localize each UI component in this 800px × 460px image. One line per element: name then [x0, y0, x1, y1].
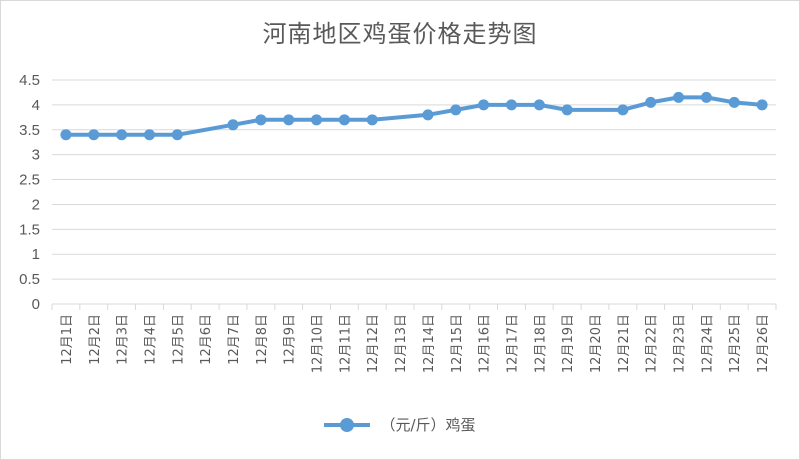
data-point: [756, 99, 768, 111]
y-tick-label: 1: [32, 246, 40, 263]
data-point: [673, 91, 685, 103]
data-point: [422, 109, 434, 121]
data-point: [478, 99, 490, 111]
x-tick-label: 12月25日: [728, 314, 743, 373]
data-point: [283, 114, 295, 126]
data-point: [645, 96, 657, 108]
x-tick-label: 12月19日: [561, 314, 576, 373]
x-tick-label: 12月4日: [143, 314, 158, 365]
legend-label: （元/斤）鸡蛋: [380, 416, 476, 434]
x-tick-label: 12月18日: [533, 314, 548, 373]
data-point: [116, 129, 128, 141]
chart-title: 河南地区鸡蛋价格走势图: [262, 20, 538, 48]
series-layer: [60, 91, 768, 141]
x-tick-label: 12月10日: [311, 314, 326, 373]
y-axis-ticks: 0 0.5 1 1.5 2 2.5 3 3.5 4 4.5: [19, 72, 40, 313]
y-tick-label: 4.5: [19, 72, 40, 89]
legend: （元/斤）鸡蛋: [0, 414, 800, 435]
y-tick-label: 4: [32, 97, 40, 114]
data-point: [533, 99, 545, 111]
x-tick-label: 12月6日: [199, 314, 214, 365]
data-point: [617, 104, 629, 116]
y-tick-label: 3: [32, 147, 40, 164]
x-tick-label: 12月1日: [60, 314, 75, 365]
y-tick-label: 1.5: [19, 221, 40, 238]
x-tick-label: 12月24日: [700, 314, 715, 373]
data-point: [338, 114, 350, 126]
x-tick-label: 12月12日: [366, 314, 381, 373]
x-tick-label: 12月14日: [422, 314, 437, 373]
data-point: [561, 104, 573, 116]
data-point: [366, 114, 378, 126]
y-tick-label: 0: [32, 296, 40, 313]
data-point: [88, 129, 100, 141]
x-tick-label: 12月15日: [450, 314, 465, 373]
data-point: [311, 114, 323, 126]
data-point: [700, 91, 712, 103]
data-point: [255, 114, 267, 126]
x-tick-label: 12月23日: [673, 314, 688, 373]
x-tick-label: 12月21日: [617, 314, 632, 373]
x-tick-label: 12月11日: [338, 314, 353, 373]
data-point: [171, 129, 183, 141]
data-point: [505, 99, 517, 111]
x-tick-label: 12月2日: [88, 314, 103, 365]
x-tick-label: 12月20日: [589, 314, 604, 373]
x-axis-ticks: 12月1日 12月2日 12月3日 12月4日 12月5日 12月6日 12月7日 12月8日…: [51, 304, 777, 373]
x-tick-label: 12月5日: [171, 314, 186, 365]
y-tick-label: 0.5: [19, 271, 40, 288]
data-point: [450, 104, 462, 116]
y-tick-label: 2: [32, 196, 40, 213]
y-tick-label: 2.5: [19, 172, 40, 189]
y-tick-label: 3.5: [19, 122, 40, 139]
x-tick-label: 12月7日: [227, 314, 242, 365]
x-tick-label: 12月16日: [478, 314, 493, 373]
series-line: [63, 95, 765, 137]
data-point: [728, 96, 740, 108]
x-tick-label: 12月8日: [255, 314, 270, 365]
x-tick-label: 12月26日: [756, 314, 771, 373]
data-point: [60, 129, 72, 141]
x-tick-label: 12月9日: [283, 314, 298, 365]
x-tick-label: 12月3日: [116, 314, 131, 365]
data-point: [227, 119, 239, 131]
x-tick-label: 12月22日: [645, 314, 660, 373]
x-tick-label: 12月17日: [505, 314, 520, 373]
x-tick-label: 12月13日: [394, 314, 409, 373]
legend-swatch: [324, 417, 371, 432]
data-point: [143, 129, 155, 141]
grid-lines: [52, 79, 776, 305]
